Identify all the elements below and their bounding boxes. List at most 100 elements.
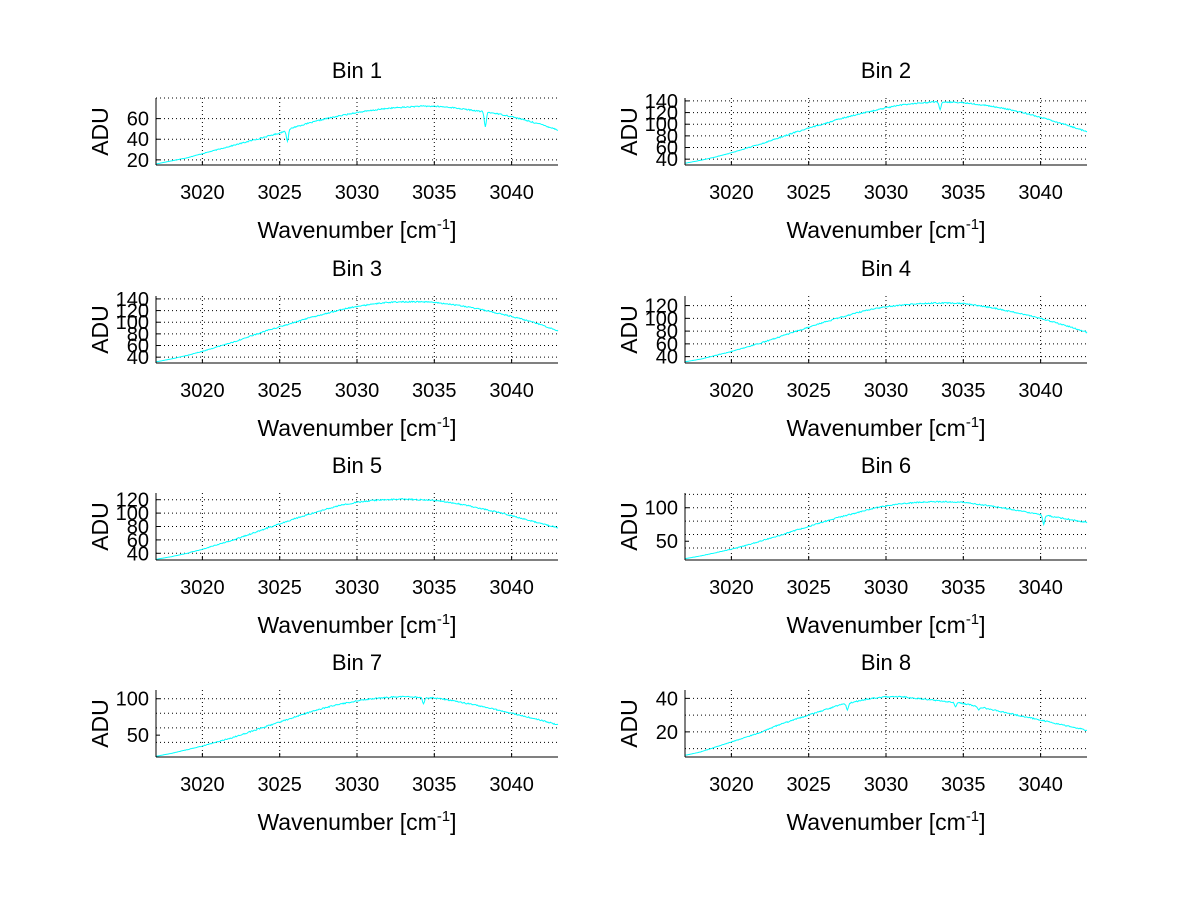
x-tick-label: 3040 bbox=[489, 380, 534, 402]
subplot-title: Bin 1 bbox=[332, 58, 382, 83]
x-tick-label: 3035 bbox=[412, 380, 457, 402]
x-axis-label-end: ] bbox=[450, 415, 456, 441]
y-tick-label: 100 bbox=[645, 498, 678, 520]
x-tick-label: 3030 bbox=[335, 577, 380, 599]
x-tick-label: 3035 bbox=[412, 774, 457, 796]
subplot-2: Bin 2 3020 3025 3030 3035 3040 406080100120140… bbox=[616, 58, 1088, 243]
subplot-7: Bin 7 3020 3025 3030 3035 3040 50 100 Wavenumber… bbox=[87, 650, 559, 835]
y-tick-label: 60 bbox=[127, 109, 149, 131]
x-tick-label: 3020 bbox=[180, 577, 225, 599]
x-axis-label-text: Wavenumber [cm bbox=[257, 415, 436, 441]
x-tick-label: 3020 bbox=[709, 380, 754, 402]
x-axis-label-superscript: -1 bbox=[437, 216, 450, 233]
x-axis-label: Wavenumber [cm-1] bbox=[786, 216, 985, 243]
spectrum-line bbox=[155, 695, 559, 757]
x-axis-label-text: Wavenumber [cm bbox=[786, 415, 965, 441]
subplot-title: Bin 6 bbox=[861, 453, 911, 478]
y-tick-label: 40 bbox=[127, 129, 149, 151]
y-tick-label: 60 bbox=[656, 334, 678, 356]
subplot-title: Bin 7 bbox=[332, 650, 382, 675]
x-tick-label: 3020 bbox=[180, 774, 225, 796]
x-axis-label-text: Wavenumber [cm bbox=[786, 809, 965, 835]
spectrum-line bbox=[684, 695, 1088, 756]
x-tick-label: 3030 bbox=[864, 182, 909, 204]
x-tick-label: 3040 bbox=[1018, 577, 1063, 599]
x-tick-label: 3040 bbox=[1018, 774, 1063, 796]
x-tick-label: 3035 bbox=[941, 182, 986, 204]
y-tick-label: 140 bbox=[645, 91, 678, 113]
y-tick-label: 60 bbox=[127, 336, 149, 358]
x-axis-label: Wavenumber [cm-1] bbox=[257, 216, 456, 243]
x-axis-label-end: ] bbox=[979, 415, 985, 441]
x-tick-label: 3020 bbox=[180, 182, 225, 204]
spectrum-line bbox=[684, 301, 1088, 363]
x-tick-label: 3025 bbox=[786, 774, 831, 796]
y-tick-label: 120 bbox=[116, 490, 149, 512]
x-axis-label-superscript: -1 bbox=[966, 216, 979, 233]
x-axis-label-superscript: -1 bbox=[437, 414, 450, 431]
x-axis-label-end: ] bbox=[450, 612, 456, 638]
x-axis-label-end: ] bbox=[979, 217, 985, 243]
x-tick-label: 3020 bbox=[180, 380, 225, 402]
y-tick-label: 80 bbox=[127, 517, 149, 539]
x-tick-label: 3025 bbox=[786, 577, 831, 599]
spectrum-line bbox=[155, 300, 559, 363]
y-tick-label: 20 bbox=[656, 722, 678, 744]
y-axis-label: ADU bbox=[616, 699, 642, 748]
x-tick-label: 3035 bbox=[412, 182, 457, 204]
x-tick-label: 3040 bbox=[1018, 182, 1063, 204]
x-tick-label: 3040 bbox=[489, 774, 534, 796]
x-axis-label-end: ] bbox=[979, 809, 985, 835]
x-axis-label: Wavenumber [cm-1] bbox=[786, 611, 985, 638]
y-axis-label: ADU bbox=[87, 502, 113, 551]
y-tick-label: 80 bbox=[127, 324, 149, 346]
x-tick-label: 3040 bbox=[1018, 380, 1063, 402]
x-axis-label-end: ] bbox=[979, 612, 985, 638]
x-tick-label: 3030 bbox=[864, 774, 909, 796]
subplot-6: Bin 6 3020 3025 3030 3035 3040 50 100 Wavenumber… bbox=[616, 453, 1088, 638]
x-tick-label: 3025 bbox=[257, 774, 302, 796]
subplot-title: Bin 2 bbox=[861, 58, 911, 83]
x-tick-label: 3035 bbox=[941, 380, 986, 402]
x-tick-label: 3035 bbox=[941, 774, 986, 796]
x-axis-label: Wavenumber [cm-1] bbox=[257, 808, 456, 835]
y-tick-label: 40 bbox=[656, 347, 678, 369]
y-axis-label: ADU bbox=[87, 699, 113, 748]
x-tick-label: 3030 bbox=[864, 577, 909, 599]
x-axis-label-text: Wavenumber [cm bbox=[786, 612, 965, 638]
y-tick-label: 50 bbox=[656, 531, 678, 553]
y-tick-label: 120 bbox=[645, 103, 678, 125]
y-axis-label: ADU bbox=[616, 502, 642, 551]
x-axis-label-superscript: -1 bbox=[437, 611, 450, 628]
x-tick-label: 3020 bbox=[709, 774, 754, 796]
y-tick-label: 100 bbox=[116, 312, 149, 334]
x-axis-label: Wavenumber [cm-1] bbox=[257, 611, 456, 638]
y-tick-label: 40 bbox=[656, 149, 678, 171]
x-axis-label-superscript: -1 bbox=[437, 808, 450, 825]
subplot-title: Bin 8 bbox=[861, 650, 911, 675]
subplot-title: Bin 5 bbox=[332, 453, 382, 478]
x-tick-label: 3020 bbox=[709, 577, 754, 599]
x-axis-label: Wavenumber [cm-1] bbox=[786, 414, 985, 441]
y-tick-label: 100 bbox=[645, 114, 678, 136]
x-tick-label: 3035 bbox=[412, 577, 457, 599]
x-tick-label: 3030 bbox=[335, 182, 380, 204]
y-axis-label: ADU bbox=[616, 305, 642, 354]
spectrum-line bbox=[155, 105, 559, 165]
y-tick-label: 80 bbox=[656, 321, 678, 343]
x-tick-label: 3035 bbox=[941, 577, 986, 599]
x-tick-label: 3030 bbox=[335, 380, 380, 402]
x-tick-label: 3040 bbox=[489, 577, 534, 599]
x-tick-label: 3030 bbox=[864, 380, 909, 402]
x-axis-label-text: Wavenumber [cm bbox=[257, 217, 436, 243]
x-tick-label: 3025 bbox=[786, 380, 831, 402]
x-axis-label-superscript: -1 bbox=[966, 414, 979, 431]
x-axis-label-text: Wavenumber [cm bbox=[257, 809, 436, 835]
y-axis-label: ADU bbox=[87, 107, 113, 156]
subplot-title: Bin 4 bbox=[861, 256, 911, 281]
x-tick-label: 3025 bbox=[257, 577, 302, 599]
